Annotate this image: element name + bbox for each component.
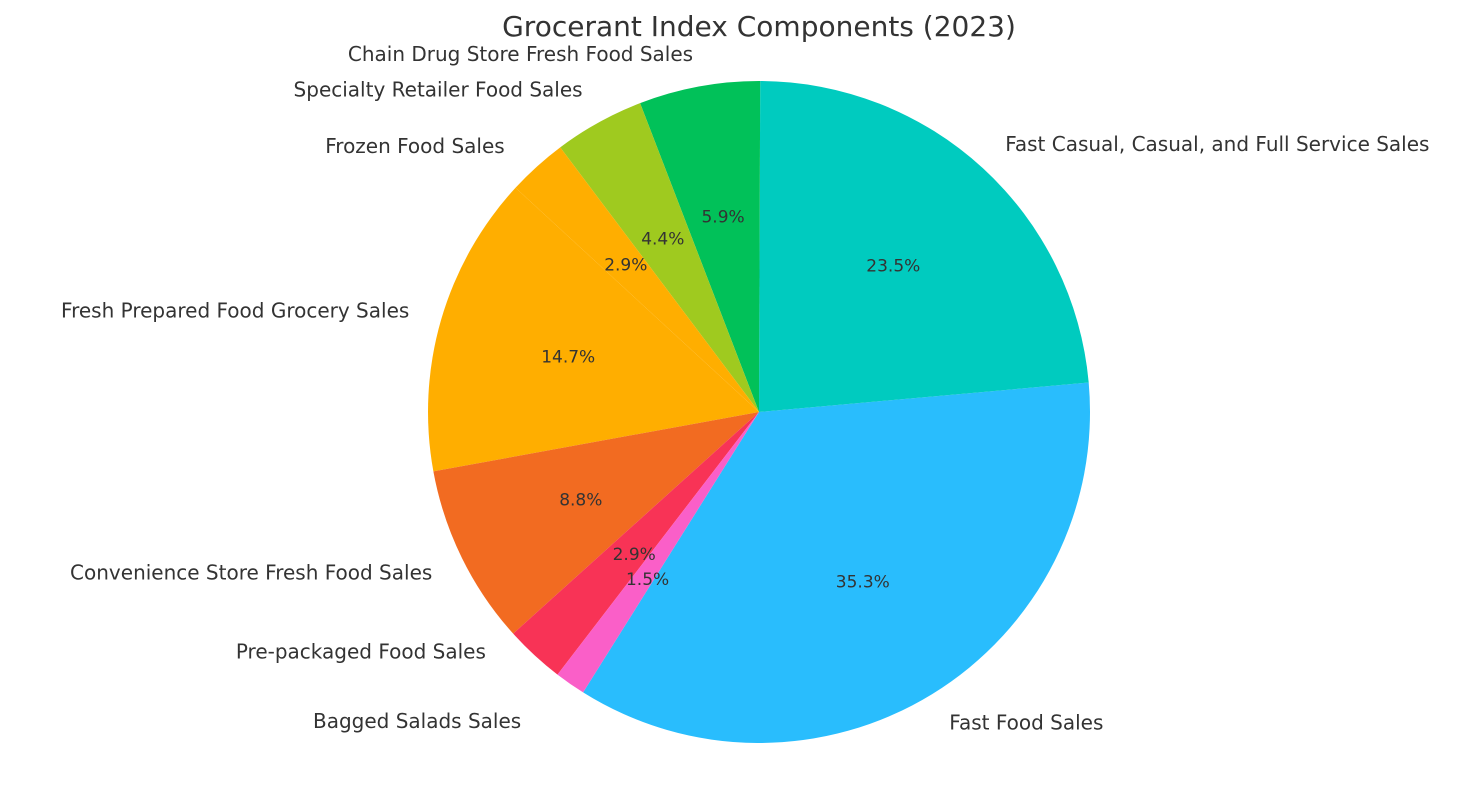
pie-slice (515, 147, 759, 412)
pie-slice (759, 81, 1089, 412)
percentage-label: 35.3% (836, 572, 890, 592)
percentage-label: 5.9% (701, 208, 744, 228)
slice-labels: Fast Food Sales Fast Casual, Casual, and … (61, 42, 1429, 735)
slice-label: Frozen Food Sales (325, 134, 504, 158)
pie-slice (513, 412, 759, 675)
pie-slice (557, 412, 759, 693)
pie-slice (433, 412, 759, 634)
percentage-label: 23.5% (866, 257, 920, 277)
slice-label: Fast Casual, Casual, and Full Service Sa… (1005, 132, 1429, 156)
pie-slices (428, 80, 1091, 744)
pie-slice (428, 187, 759, 472)
slice-label: Specialty Retailer Food Sales (294, 78, 583, 102)
percentage-label: 8.8% (559, 491, 602, 511)
slice-label: Pre-packaged Food Sales (236, 640, 486, 664)
pie-slice (560, 103, 759, 412)
percentage-label: 14.7% (541, 348, 595, 368)
percentage-labels: 35.3% 23.5% 5.9% 4.4% 2.9% 14.7% 8.8% 2.9% 1.5% (541, 208, 920, 593)
pie-slice (640, 80, 761, 413)
slice-label: Bagged Salads Sales (313, 709, 521, 733)
slice-label: Fast Food Sales (949, 710, 1103, 734)
percentage-label: 2.9% (604, 256, 647, 276)
slice-label: Chain Drug Store Fresh Food Sales (348, 42, 693, 66)
slice-label: Fresh Prepared Food Grocery Sales (61, 299, 409, 323)
percentage-label: 2.9% (613, 545, 656, 565)
percentage-label: 1.5% (626, 570, 669, 590)
chart-title: Grocerant Index Components (2023) (502, 10, 1016, 43)
slice-label: Convenience Store Fresh Food Sales (70, 561, 432, 585)
percentage-label: 4.4% (641, 229, 684, 249)
pie-slice (583, 382, 1091, 744)
